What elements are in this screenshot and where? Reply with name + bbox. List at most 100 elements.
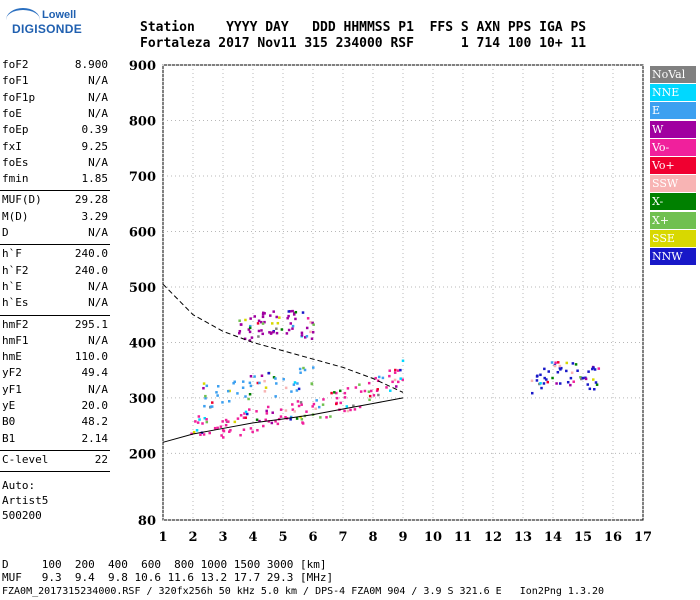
params-divider bbox=[0, 190, 110, 192]
echo-point bbox=[267, 420, 271, 423]
echo-point bbox=[204, 394, 207, 398]
param-value: N/A bbox=[88, 382, 108, 396]
echo-point bbox=[256, 381, 260, 385]
echo-point bbox=[310, 382, 314, 386]
echo-point bbox=[314, 407, 317, 410]
x-tick-label: 9 bbox=[398, 530, 407, 545]
x-tick-label: 13 bbox=[514, 530, 532, 545]
param-value: 295.1 bbox=[74, 317, 108, 331]
param-value: 22 bbox=[94, 452, 108, 466]
echo-point bbox=[310, 337, 314, 340]
echo-point bbox=[236, 392, 239, 395]
param-label: MUF(D) bbox=[2, 193, 42, 207]
echo-point bbox=[592, 366, 595, 369]
profile-curve bbox=[162, 397, 404, 443]
echo-point bbox=[215, 391, 218, 394]
echo-point bbox=[343, 391, 347, 395]
echo-point bbox=[227, 420, 230, 423]
param-label: foF1p bbox=[2, 90, 36, 104]
echo-point bbox=[203, 416, 207, 420]
muf-row: MUF 9.3 9.4 9.8 10.6 11.6 13.2 17.7 29.3… bbox=[2, 571, 334, 584]
echo-point bbox=[197, 415, 201, 418]
echo-point bbox=[272, 330, 275, 334]
profile-curves bbox=[162, 283, 404, 443]
echo-point bbox=[376, 388, 379, 391]
echo-point bbox=[294, 317, 297, 321]
param-value: 110.0 bbox=[74, 350, 108, 364]
logo-line2: DIGISONDE bbox=[12, 22, 83, 36]
echo-point bbox=[265, 412, 269, 415]
param-label: C-level bbox=[2, 452, 49, 466]
logo-line1: Lowell bbox=[42, 9, 77, 21]
x-tick-label: 2 bbox=[188, 530, 197, 545]
params-divider bbox=[0, 314, 110, 316]
echo-point bbox=[325, 416, 328, 419]
echo-point bbox=[239, 433, 242, 437]
echo-point bbox=[253, 315, 257, 318]
param-label: hmF2 bbox=[2, 317, 29, 331]
header-values: Fortaleza 2017 Nov11 315 234000 RSF 1 71… bbox=[140, 36, 587, 51]
param-row: C-level 22 bbox=[2, 453, 108, 466]
x-tick-label: 17 bbox=[634, 530, 652, 545]
echo-point bbox=[244, 318, 247, 322]
echo-point bbox=[241, 380, 245, 383]
echo-point bbox=[202, 386, 205, 390]
echo-point bbox=[275, 327, 278, 330]
echo-point bbox=[262, 424, 265, 428]
echo-point bbox=[264, 418, 267, 422]
echo-point bbox=[270, 421, 274, 425]
echo-point bbox=[319, 416, 322, 419]
param-value: N/A bbox=[88, 226, 108, 239]
echo-point bbox=[558, 366, 562, 370]
param-value: 9.25 bbox=[81, 139, 109, 153]
param-row: foF2 8.900 bbox=[2, 58, 108, 71]
echo-point bbox=[358, 405, 362, 409]
echo-point bbox=[297, 387, 301, 391]
echo-point bbox=[291, 327, 294, 330]
echo-point bbox=[299, 401, 303, 404]
x-tick-label: 4 bbox=[248, 530, 257, 545]
legend-entry: X+ bbox=[650, 211, 696, 229]
echo-point bbox=[279, 415, 283, 418]
echo-point bbox=[359, 390, 363, 393]
echo-point bbox=[295, 389, 299, 392]
echo-point bbox=[226, 389, 230, 393]
echo-point bbox=[196, 421, 200, 424]
echo-point bbox=[292, 383, 296, 386]
x-tick-label: 6 bbox=[308, 530, 317, 545]
param-value: N/A bbox=[88, 155, 108, 169]
echo-point bbox=[305, 326, 309, 330]
echo-point bbox=[388, 369, 391, 372]
y-tick-label: 300 bbox=[129, 392, 156, 407]
param-label: fmin bbox=[2, 172, 29, 186]
echo-point bbox=[239, 323, 243, 326]
echo-point bbox=[248, 330, 252, 334]
echo-point bbox=[271, 411, 274, 414]
echo-point bbox=[401, 359, 405, 363]
legend-entry: SSE bbox=[650, 229, 696, 247]
echo-point bbox=[244, 416, 248, 419]
x-tick-label: 16 bbox=[604, 530, 622, 545]
echo-point bbox=[594, 381, 598, 384]
echo-point bbox=[261, 312, 265, 316]
echo-point bbox=[251, 430, 254, 434]
echo-point bbox=[375, 389, 379, 393]
distance-row: D 100 200 400 600 800 1000 1500 3000 [km… bbox=[2, 558, 327, 571]
echo-point bbox=[588, 387, 592, 391]
echo-point bbox=[248, 339, 252, 342]
y-tick-label: 400 bbox=[129, 336, 156, 351]
echo-point bbox=[249, 384, 253, 388]
echo-point bbox=[301, 311, 305, 314]
param-label: yF2 bbox=[2, 366, 22, 380]
echo-point bbox=[300, 331, 304, 335]
echo-point bbox=[222, 436, 225, 439]
echo-point bbox=[309, 321, 312, 324]
echo-point bbox=[333, 391, 336, 394]
echo-point bbox=[244, 395, 247, 398]
param-label: h`F bbox=[2, 247, 22, 261]
echo-point bbox=[256, 322, 260, 325]
echo-point bbox=[275, 382, 278, 385]
echo-point bbox=[565, 361, 569, 365]
echo-point bbox=[579, 376, 582, 379]
x-tick-label: 15 bbox=[574, 530, 592, 545]
